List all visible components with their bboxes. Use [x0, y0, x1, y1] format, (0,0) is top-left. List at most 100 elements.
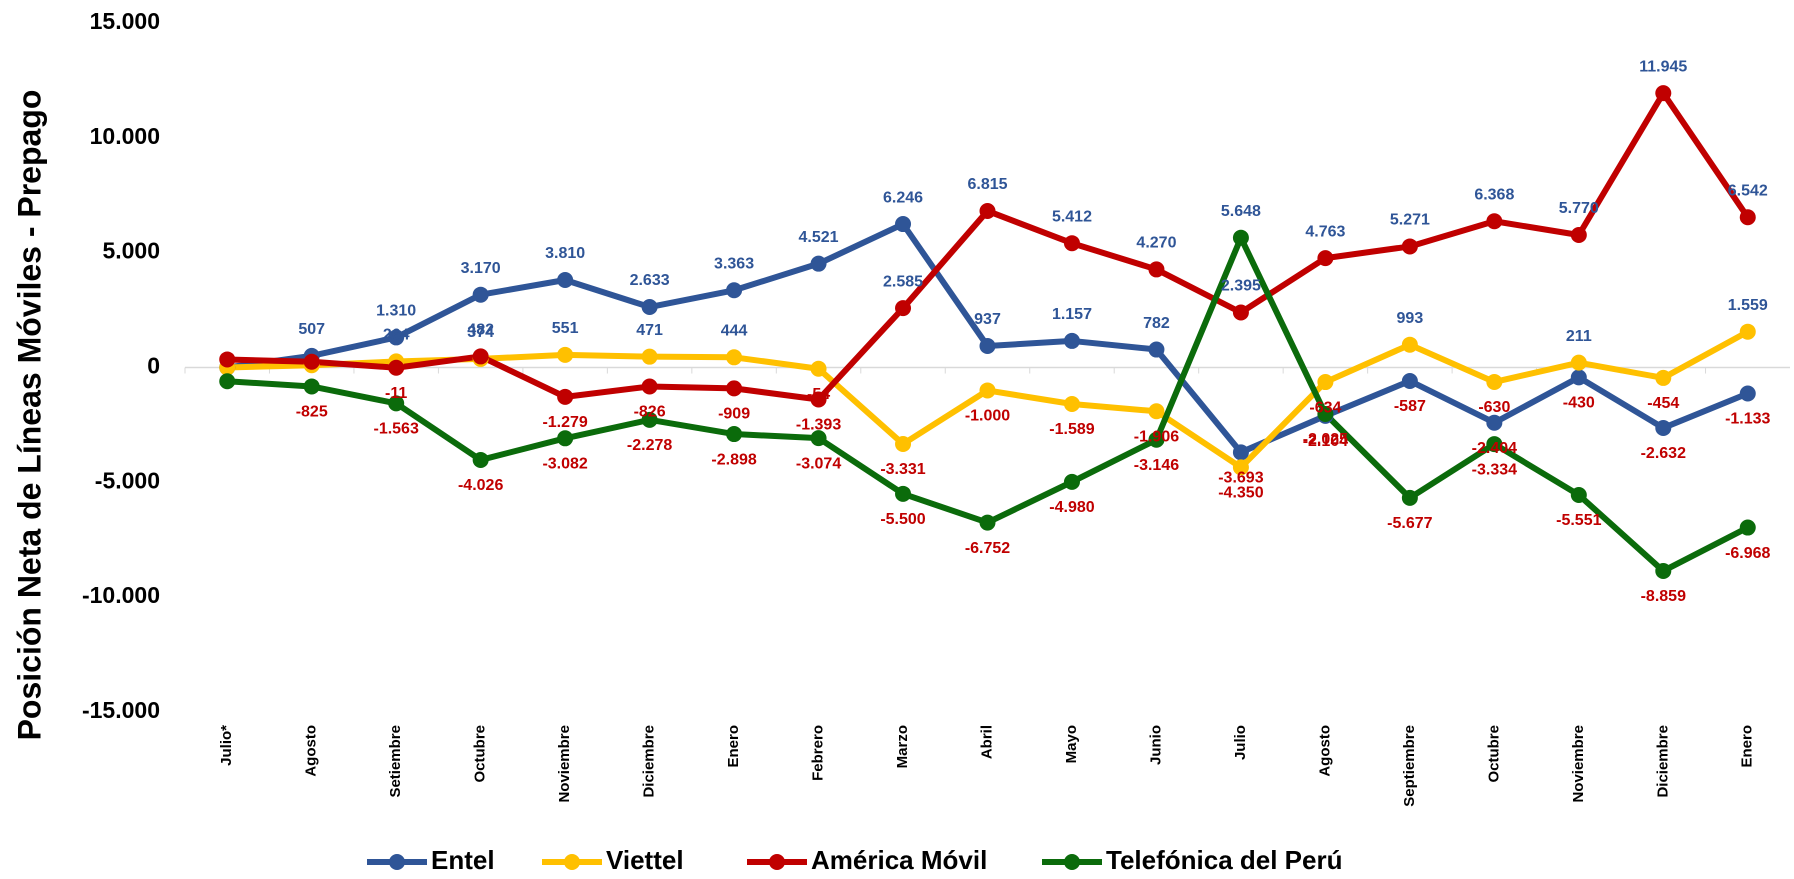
data-point [1570, 486, 1587, 503]
data-label: -4.350 [1218, 485, 1263, 502]
data-label: -3.146 [1134, 457, 1179, 474]
data-label: 264 [383, 327, 410, 344]
data-point [1063, 235, 1080, 252]
data-point [219, 351, 236, 368]
data-point [979, 514, 996, 531]
data-point [1317, 406, 1334, 423]
x-tick-label: Agosto [303, 725, 320, 777]
data-label: -54 [807, 386, 830, 403]
data-point [895, 216, 912, 233]
x-tick-label: Agosto [1316, 725, 1333, 777]
data-label: -1.133 [1725, 411, 1770, 428]
legend-marker [389, 854, 405, 870]
data-label: 551 [552, 320, 579, 337]
data-point [1739, 209, 1756, 226]
data-point [1401, 489, 1418, 506]
data-label: -1.393 [796, 417, 841, 434]
data-point [726, 349, 743, 366]
data-point [641, 299, 658, 316]
data-point [726, 426, 743, 443]
data-point [1317, 250, 1334, 267]
data-point [726, 380, 743, 397]
data-label: -1.000 [965, 408, 1010, 425]
data-point [1739, 519, 1756, 536]
data-point [641, 411, 658, 428]
data-point [1148, 431, 1165, 448]
data-label: 374 [467, 324, 494, 341]
data-label: -4.026 [458, 477, 503, 494]
data-point [1148, 261, 1165, 278]
data-point [1486, 414, 1503, 431]
y-axis-title: Posición Neta de Líneas Móviles - Prepag… [11, 90, 47, 741]
data-label: 937 [974, 311, 1001, 328]
data-label: 6.368 [1474, 186, 1514, 203]
data-point [1317, 374, 1334, 391]
legend-marker [564, 854, 580, 870]
data-label: 993 [1397, 310, 1424, 327]
data-point [388, 359, 405, 376]
data-point [472, 451, 489, 468]
data-point [1486, 436, 1503, 453]
legend-label: América Móvil [811, 845, 987, 875]
legend-marker [1064, 854, 1080, 870]
data-point [1401, 238, 1418, 255]
y-tick-label: 10.000 [90, 123, 160, 149]
data-label: 1.559 [1728, 297, 1768, 314]
data-label: -2.632 [1641, 445, 1686, 462]
data-point [895, 300, 912, 317]
data-point [1739, 323, 1756, 340]
data-label: -454 [1647, 395, 1679, 412]
data-label: -1.563 [373, 421, 418, 438]
data-label: -909 [718, 406, 750, 423]
data-point [303, 353, 320, 370]
x-tick-label: Octubre [472, 725, 489, 783]
x-tick-label: Enero [1739, 725, 1756, 768]
data-label: 4.521 [799, 229, 839, 246]
y-tick-label: 5.000 [102, 238, 160, 264]
data-point [1232, 459, 1249, 476]
data-label: -2.898 [711, 451, 756, 468]
data-point [1486, 213, 1503, 230]
data-label: -430 [1563, 395, 1595, 412]
data-label: 1.157 [1052, 306, 1092, 323]
data-point [895, 485, 912, 502]
data-point [1655, 369, 1672, 386]
data-point [1655, 85, 1672, 102]
x-tick-label: Febrero [810, 725, 827, 781]
data-label: -3.334 [1472, 461, 1517, 478]
data-point [1486, 373, 1503, 390]
data-point [726, 282, 743, 299]
x-tick-label: Diciembre [641, 725, 658, 798]
data-label: -5.500 [880, 511, 925, 528]
data-label: -6.968 [1725, 545, 1770, 562]
data-point [557, 430, 574, 447]
x-tick-label: Octubre [1485, 725, 1502, 783]
legend-marker [769, 854, 785, 870]
data-label: -11 [385, 385, 407, 402]
data-label: -3.693 [1218, 470, 1263, 487]
data-label: 3.170 [461, 260, 501, 277]
data-point [1063, 395, 1080, 412]
data-label: -6.752 [965, 540, 1010, 557]
data-label: -5.677 [1387, 515, 1432, 532]
data-label: -5.551 [1556, 512, 1601, 529]
data-label: -634 [1309, 399, 1341, 416]
y-tick-label: 0 [147, 353, 160, 379]
data-point [472, 286, 489, 303]
data-point [810, 255, 827, 272]
legend-label: Telefónica del Perú [1106, 845, 1342, 875]
data-point [557, 388, 574, 405]
x-tick-label: Enero [725, 725, 742, 768]
x-tick-label: Diciembre [1654, 725, 1671, 798]
data-label: -587 [1394, 398, 1426, 415]
x-tick-label: Noviembre [1570, 725, 1587, 803]
x-tick-label: Septiembre [1401, 725, 1418, 807]
data-label: -825 [296, 404, 328, 421]
data-label: -1.589 [1049, 421, 1094, 438]
data-point [1232, 444, 1249, 461]
data-label: 4.763 [1305, 223, 1345, 240]
data-point [1739, 385, 1756, 402]
data-point [557, 346, 574, 363]
data-point [1063, 332, 1080, 349]
